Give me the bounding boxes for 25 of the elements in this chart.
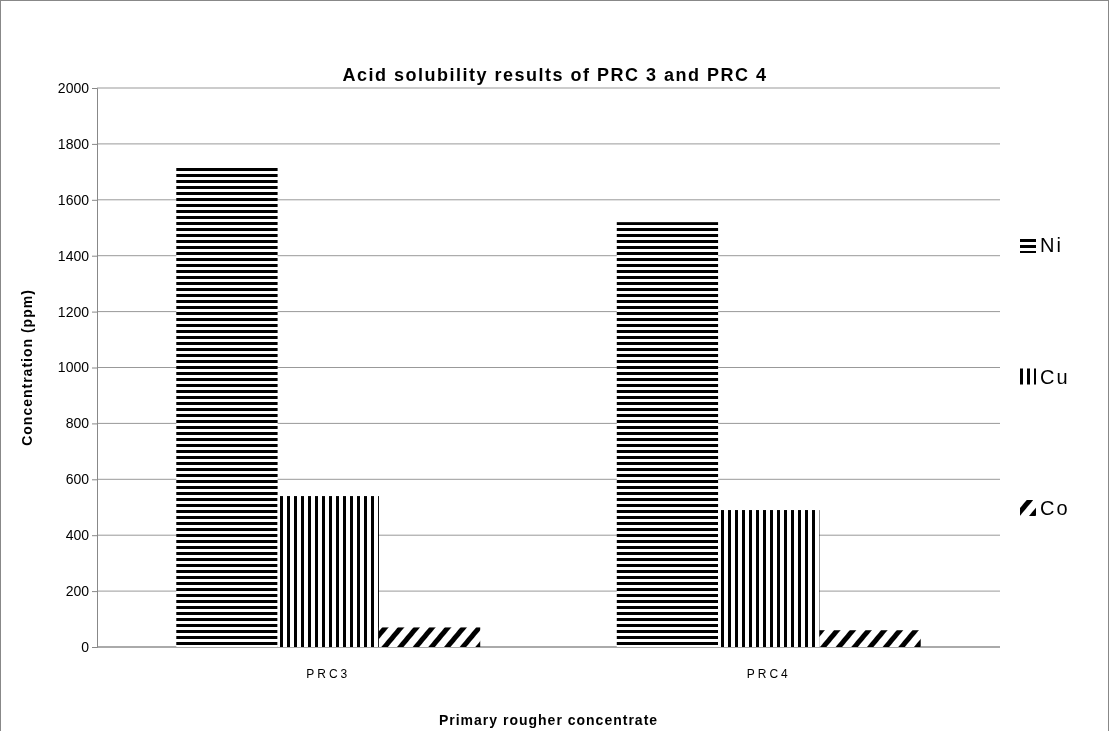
y-axis-title: Concentration (ppm) — [19, 289, 35, 446]
y-tick-label: 1600 — [57, 191, 90, 208]
y-tick-label: 0 — [81, 638, 90, 655]
bar — [277, 496, 379, 647]
x-tick-label: PRC4 — [746, 666, 791, 681]
legend-label: Ni — [1040, 234, 1063, 256]
y-tick-label: 800 — [65, 415, 90, 432]
chart-title: Acid solubility results of PRC 3 and PRC 4 — [342, 65, 768, 85]
bar — [176, 166, 278, 647]
bar — [718, 510, 820, 647]
bar — [616, 222, 719, 647]
y-tick-label: 600 — [65, 471, 90, 488]
x-tick-label: PRC3 — [306, 666, 351, 681]
legend-label: Cu — [1040, 365, 1070, 388]
y-tick-label: 2000 — [57, 79, 90, 96]
y-tick-label: 1000 — [57, 359, 90, 376]
y-tick-label: 1800 — [57, 135, 90, 152]
y-tick-label: 1200 — [57, 303, 90, 320]
y-tick-label: 400 — [65, 527, 90, 544]
legend-label: Co — [1040, 497, 1070, 519]
bar — [819, 630, 921, 647]
x-axis-title: Primary rougher concentrate — [438, 712, 659, 728]
y-tick-label: 200 — [65, 583, 90, 600]
y-tick-label: 1400 — [57, 247, 90, 264]
bar — [378, 627, 481, 647]
